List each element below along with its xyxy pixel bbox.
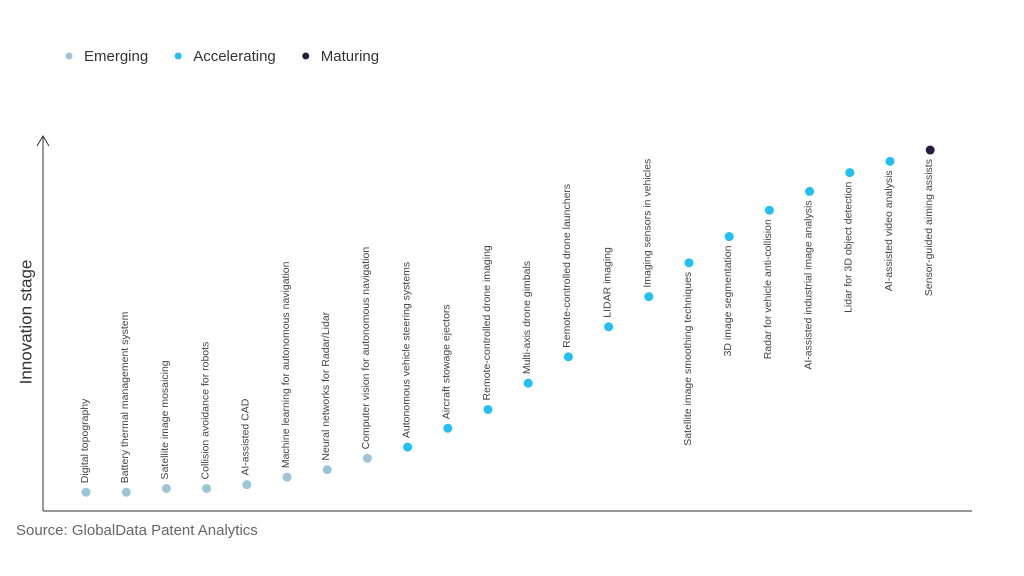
- source: Source: GlobalData Patent Analytics: [16, 522, 258, 539]
- point-label: Digital topography: [79, 398, 91, 483]
- point-label: Battery thermal management system: [119, 311, 131, 483]
- point-label: Satellite image mosaicing: [159, 360, 171, 479]
- point: [443, 423, 453, 433]
- point-label: Multi-axis drone gimbals: [521, 261, 533, 374]
- point-label: Neural networks for Radar/Lidar: [320, 311, 332, 460]
- legend-label: Maturing: [321, 48, 379, 65]
- point-label: Collision avoidance for robots: [199, 342, 211, 480]
- point-label: Imaging sensors in vehicles: [642, 159, 654, 288]
- point-label: Satellite image smoothing techniques: [682, 272, 694, 446]
- legend-marker: [302, 52, 310, 60]
- legend-label: Accelerating: [193, 48, 276, 65]
- legend-marker: [174, 52, 182, 60]
- point-label: Remote-controlled drone imaging: [481, 245, 493, 400]
- point: [925, 145, 935, 155]
- point: [523, 378, 533, 388]
- point: [563, 352, 573, 362]
- y-axis-label: Innovation stage: [16, 260, 35, 385]
- point-label: AI-assisted CAD: [240, 398, 252, 475]
- point: [483, 404, 493, 414]
- point-label: Radar for vehicle anti-collision: [762, 219, 774, 359]
- point: [724, 232, 734, 242]
- point: [805, 186, 815, 196]
- point-label: LIDAR imaging: [601, 247, 613, 318]
- point: [242, 480, 252, 490]
- point: [202, 483, 212, 493]
- point: [644, 292, 654, 302]
- point: [81, 487, 91, 497]
- point-label: Computer vision for autonomous navigatio…: [360, 247, 372, 450]
- point-label: AI-assisted industrial image analysis: [802, 200, 814, 369]
- point: [121, 487, 131, 497]
- legend-marker: [65, 52, 73, 60]
- point: [403, 442, 413, 452]
- legend-label: Emerging: [84, 48, 148, 65]
- point: [362, 453, 372, 463]
- point: [604, 322, 614, 332]
- point-label: 3D image segmentation: [722, 245, 734, 356]
- point: [845, 168, 855, 178]
- point: [684, 258, 694, 268]
- point-label: Autonomous vehicle steering systems: [400, 262, 412, 438]
- point: [282, 472, 292, 482]
- point: [764, 205, 774, 215]
- point-label: AI-assisted video analysis: [883, 170, 895, 291]
- point: [885, 156, 895, 166]
- point-label: Aircraft stowage ejectors: [441, 304, 453, 419]
- y-axis-arrow: [36, 135, 50, 147]
- point: [161, 483, 171, 493]
- point: [322, 465, 332, 475]
- point-label: Lidar for 3D object detection: [843, 181, 855, 312]
- point-label: Machine learning for autonomous navigati…: [280, 261, 292, 468]
- point-label: Remote-controlled drone launchers: [561, 184, 573, 348]
- point-label: Sensor-guided aiming assists: [923, 159, 935, 296]
